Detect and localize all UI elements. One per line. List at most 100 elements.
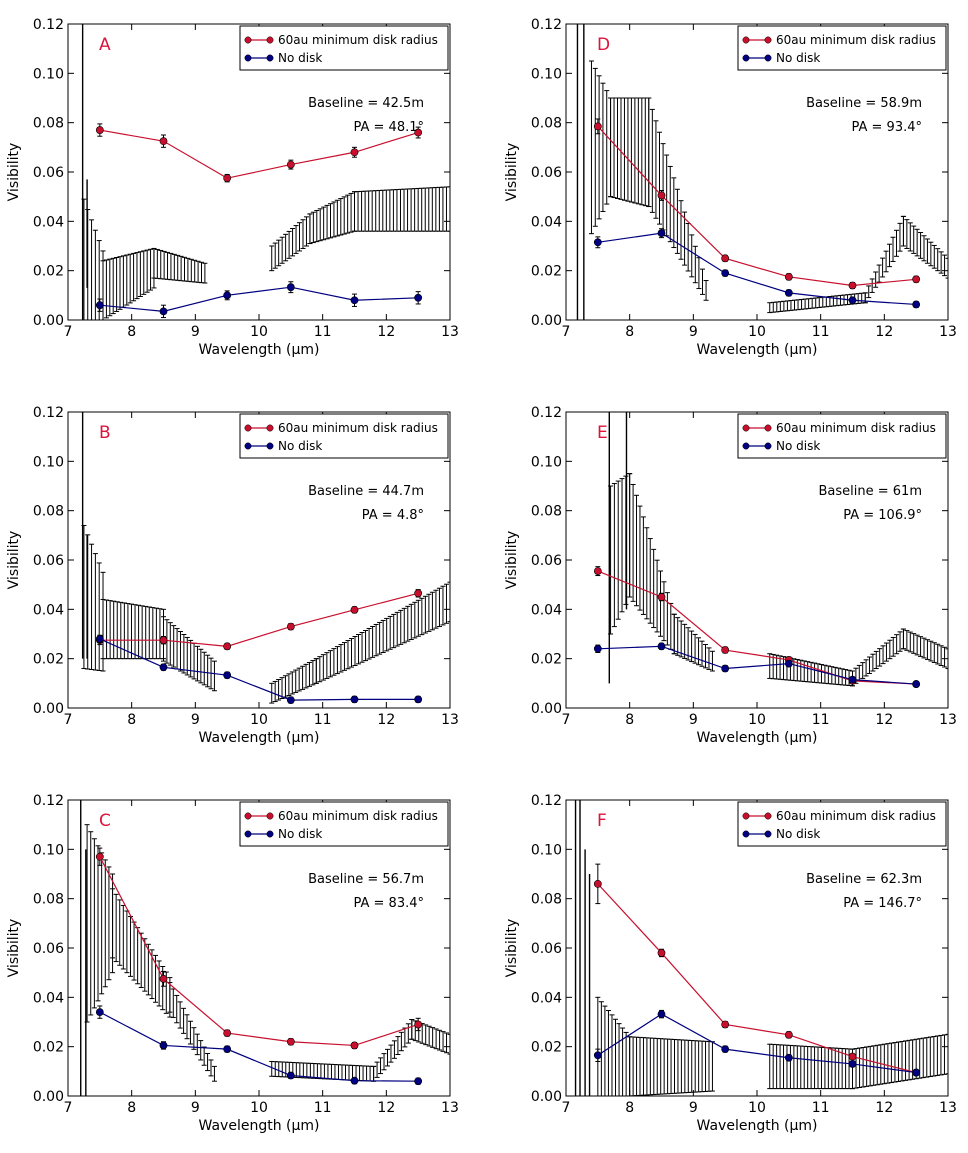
disk-model-point: [657, 191, 666, 200]
baseline-annotation: Baseline = 58.9m: [806, 96, 922, 111]
disk-model-point: [223, 174, 232, 183]
disk-model-line: [99, 129, 419, 179]
y-tick-label: 0.04: [531, 214, 562, 230]
disk-model-point: [721, 254, 730, 263]
plot-area: [80, 800, 450, 1096]
plot-area: [574, 800, 948, 1096]
nodisk-model-point: [286, 283, 295, 292]
disk-model-point: [414, 589, 423, 598]
x-tick-label: 9: [689, 324, 698, 340]
y-tick-label: 0.10: [531, 842, 562, 858]
x-tick-label: 13: [441, 324, 459, 340]
y-tick-label: 0.02: [33, 264, 64, 280]
y-tick-label: 0.12: [531, 17, 562, 33]
nodisk-model-point: [593, 644, 602, 653]
baseline-annotation: Baseline = 44.7m: [308, 484, 424, 499]
y-tick-label: 0.00: [531, 1089, 562, 1105]
y-axis-title: Visibility: [504, 143, 520, 202]
legend-label: 60au minimum disk radius: [776, 33, 936, 47]
legend-box: [737, 413, 947, 459]
nodisk-model-point: [223, 291, 232, 300]
panel-letter: B: [99, 423, 111, 443]
legend-marker: [244, 830, 252, 838]
nodisk-model-point: [848, 296, 857, 305]
x-tick-label: 11: [812, 1100, 830, 1116]
legend-label: No disk: [278, 439, 322, 453]
y-tick-label: 0.00: [33, 1089, 64, 1105]
y-tick-label: 0.04: [33, 602, 64, 618]
pa-annotation: PA = 93.4°: [851, 120, 922, 135]
legend-marker: [742, 424, 750, 432]
nodisk-model-point: [95, 1008, 104, 1017]
nodisk-model-point: [286, 696, 295, 705]
x-tick-label: 9: [191, 1100, 200, 1116]
x-tick-label: 10: [748, 324, 766, 340]
legend-marker: [266, 442, 274, 450]
x-tick-label: 8: [625, 1100, 634, 1116]
nodisk-model-line: [597, 645, 917, 685]
legend-box: [737, 801, 947, 847]
pa-annotation: PA = 106.9°: [843, 508, 922, 523]
legend-marker: [266, 54, 274, 62]
legend-marker: [764, 54, 772, 62]
panel-e: 7 8 9 10 11 12 13 0.00 0.02 0.04 0.06 0.08 0.10 0.12 W…: [504, 405, 957, 746]
nodisk-model-point: [223, 671, 232, 680]
legend-label: 60au minimum disk radius: [278, 33, 438, 47]
disk-model-point: [286, 1037, 295, 1046]
disk-model-point: [159, 137, 168, 146]
panel-d: 7 8 9 10 11 12 13 0.00 0.02 0.04 0.06 0.08 0.10 0.12 W…: [504, 17, 957, 358]
y-tick-label: 0.00: [531, 313, 562, 329]
x-tick-label: 11: [314, 1100, 332, 1116]
disk-model-point: [657, 949, 666, 957]
y-tick-label: 0.10: [531, 454, 562, 470]
nodisk-model-point: [912, 300, 921, 309]
legend-box: [239, 25, 449, 71]
disk-model-point: [414, 1020, 423, 1029]
y-tick-label: 0.12: [531, 793, 562, 809]
disk-model-point: [721, 646, 730, 654]
legend-label: No disk: [776, 439, 820, 453]
y-tick-label: 0.12: [33, 793, 64, 809]
nodisk-model-point: [721, 664, 730, 673]
x-tick-label: 8: [127, 324, 136, 340]
y-tick-label: 0.00: [531, 701, 562, 717]
disk-model-point: [593, 879, 602, 888]
disk-model-line: [99, 592, 419, 647]
legend-marker: [244, 54, 252, 62]
x-tick-label: 12: [377, 712, 395, 728]
y-tick-label: 0.02: [531, 652, 562, 668]
nodisk-model-point: [848, 1060, 857, 1068]
x-tick-label: 9: [689, 1100, 698, 1116]
y-tick-label: 0.06: [33, 553, 64, 569]
x-axis-title: Wavelength (μm): [199, 730, 320, 746]
disk-model-point: [912, 275, 921, 284]
y-tick-label: 0.08: [531, 504, 562, 520]
panel-letter: E: [597, 423, 608, 443]
pa-annotation: PA = 4.8°: [362, 508, 424, 523]
x-tick-label: 8: [127, 1100, 136, 1116]
legend-marker: [742, 36, 750, 44]
disk-model-point: [159, 974, 168, 983]
y-tick-label: 0.08: [33, 116, 64, 132]
y-tick-label: 0.00: [33, 701, 64, 717]
x-tick-label: 7: [562, 324, 571, 340]
legend-label: No disk: [278, 827, 322, 841]
baseline-annotation: Baseline = 61m: [819, 484, 922, 499]
disk-model-point: [593, 567, 602, 575]
nodisk-model-point: [848, 675, 857, 684]
y-tick-label: 0.10: [33, 842, 64, 858]
x-tick-label: 10: [748, 1100, 766, 1116]
y-tick-label: 0.08: [33, 504, 64, 520]
x-axis-title: Wavelength (μm): [199, 1118, 320, 1134]
y-tick-label: 0.12: [531, 405, 562, 421]
legend-marker: [764, 442, 772, 450]
x-tick-label: 7: [64, 1100, 73, 1116]
nodisk-model-point: [95, 301, 104, 310]
nodisk-model-point: [721, 1045, 730, 1054]
disk-model-point: [95, 852, 104, 861]
nodisk-model-point: [159, 663, 168, 672]
pa-annotation: PA = 48.1°: [353, 120, 424, 135]
y-axis-title: Visibility: [504, 919, 520, 978]
x-tick-label: 10: [250, 324, 268, 340]
disk-model-point: [286, 160, 295, 169]
